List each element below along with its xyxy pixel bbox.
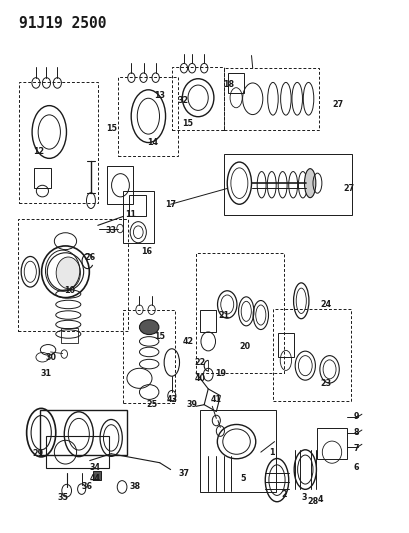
Bar xyxy=(107,166,133,204)
Text: 42: 42 xyxy=(182,337,193,346)
Text: 15: 15 xyxy=(106,124,117,133)
Text: 30: 30 xyxy=(45,353,56,362)
Bar xyxy=(272,309,350,401)
Text: 2: 2 xyxy=(280,490,286,499)
Text: 91J19 2500: 91J19 2500 xyxy=(19,16,106,31)
Text: 27: 27 xyxy=(331,100,342,109)
Bar xyxy=(317,429,346,459)
Text: 1: 1 xyxy=(268,448,274,457)
Text: 43: 43 xyxy=(166,395,177,404)
Text: 25: 25 xyxy=(146,400,157,409)
Ellipse shape xyxy=(56,257,80,289)
Bar xyxy=(171,67,224,131)
Text: 35: 35 xyxy=(57,493,68,502)
Bar xyxy=(228,74,243,93)
Text: 20: 20 xyxy=(238,342,249,351)
Text: 14: 14 xyxy=(146,138,157,147)
Text: 34: 34 xyxy=(89,464,100,472)
Text: 4: 4 xyxy=(317,495,322,504)
Text: 15: 15 xyxy=(182,118,193,127)
Bar xyxy=(277,334,293,357)
Bar xyxy=(19,82,98,203)
Text: 38: 38 xyxy=(130,482,141,491)
Text: 44: 44 xyxy=(89,474,100,483)
Text: 13: 13 xyxy=(154,91,165,100)
Bar xyxy=(18,219,128,331)
Text: 32: 32 xyxy=(177,96,188,105)
Text: 27: 27 xyxy=(342,184,353,193)
Text: 17: 17 xyxy=(165,200,176,209)
Text: 41: 41 xyxy=(210,395,221,404)
Text: 15: 15 xyxy=(154,332,165,341)
Text: 36: 36 xyxy=(81,482,92,491)
Bar xyxy=(34,168,50,189)
Bar xyxy=(46,437,109,468)
Bar xyxy=(129,195,146,216)
Text: 6: 6 xyxy=(353,464,359,472)
Bar xyxy=(224,154,351,215)
Text: 10: 10 xyxy=(64,286,75,295)
Text: 16: 16 xyxy=(141,247,151,256)
Bar xyxy=(92,471,101,480)
Bar xyxy=(200,410,276,492)
Text: 28: 28 xyxy=(307,497,318,506)
Text: 26: 26 xyxy=(84,253,95,262)
Text: 7: 7 xyxy=(353,444,359,453)
Text: 40: 40 xyxy=(194,374,205,383)
Bar xyxy=(123,310,175,402)
Text: 21: 21 xyxy=(218,311,229,319)
Bar xyxy=(200,310,216,333)
Text: 18: 18 xyxy=(222,80,234,89)
Bar xyxy=(61,328,77,343)
Ellipse shape xyxy=(304,168,315,198)
Ellipse shape xyxy=(139,320,159,335)
Text: 8: 8 xyxy=(353,428,359,437)
Text: 11: 11 xyxy=(124,211,135,219)
Text: 37: 37 xyxy=(178,469,189,478)
Text: 33: 33 xyxy=(106,226,117,235)
Bar xyxy=(123,191,153,243)
Text: 31: 31 xyxy=(41,368,52,377)
Text: 39: 39 xyxy=(186,400,197,409)
Text: 9: 9 xyxy=(353,413,359,421)
Text: 3: 3 xyxy=(301,493,306,502)
Bar xyxy=(40,410,127,455)
Text: 24: 24 xyxy=(319,300,330,309)
Text: 12: 12 xyxy=(33,147,44,156)
Text: 22: 22 xyxy=(194,358,205,367)
Bar xyxy=(196,253,283,373)
Bar xyxy=(224,68,319,131)
Text: 29: 29 xyxy=(33,449,44,458)
Text: 19: 19 xyxy=(214,368,225,377)
Bar xyxy=(118,77,178,156)
Text: 23: 23 xyxy=(319,379,330,388)
Text: 5: 5 xyxy=(240,474,245,483)
